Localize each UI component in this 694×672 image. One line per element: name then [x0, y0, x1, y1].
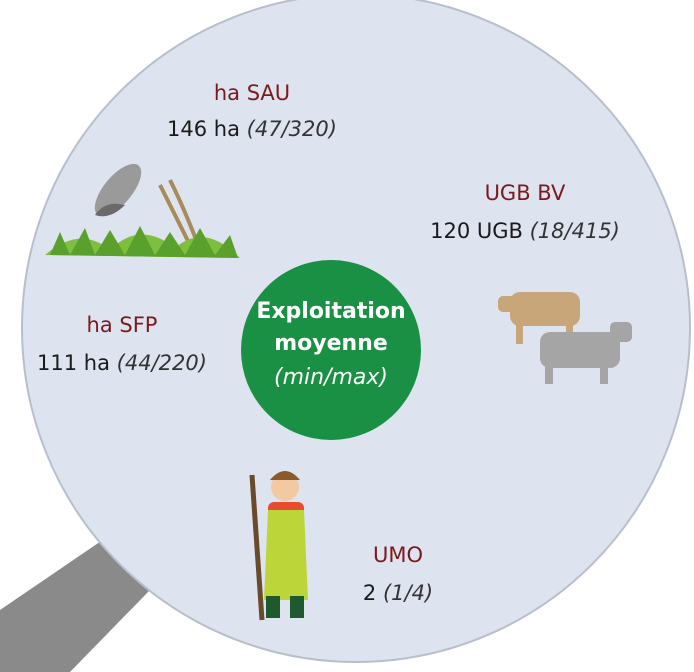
item-label: UMO — [373, 543, 423, 567]
item-range: (47/320) — [247, 117, 337, 141]
item-label: UGB BV — [485, 181, 566, 205]
item-label: ha SAU — [214, 81, 290, 105]
item-label: ha SFP — [87, 313, 158, 337]
center-line: moyenne — [274, 331, 388, 356]
infographic: Exploitation moyenne (min/max) ha SAU 14… — [0, 0, 694, 672]
item-range: (18/415) — [530, 219, 620, 243]
item-value-line: 2 (1/4) — [363, 581, 433, 605]
item-value: 146 ha — [167, 117, 240, 141]
item-value-line: 111 ha (44/220) — [37, 351, 207, 375]
item-range: (44/220) — [117, 351, 207, 375]
item-value: 2 — [363, 581, 376, 605]
item-value: 120 UGB — [430, 219, 523, 243]
center-line: (min/max) — [274, 365, 388, 390]
item-range: (1/4) — [383, 581, 433, 605]
item-value: 111 ha — [37, 351, 110, 375]
item-value-line: 120 UGB (18/415) — [430, 219, 620, 243]
center-line: Exploitation — [256, 299, 405, 324]
item-value-line: 146 ha (47/320) — [167, 117, 337, 141]
